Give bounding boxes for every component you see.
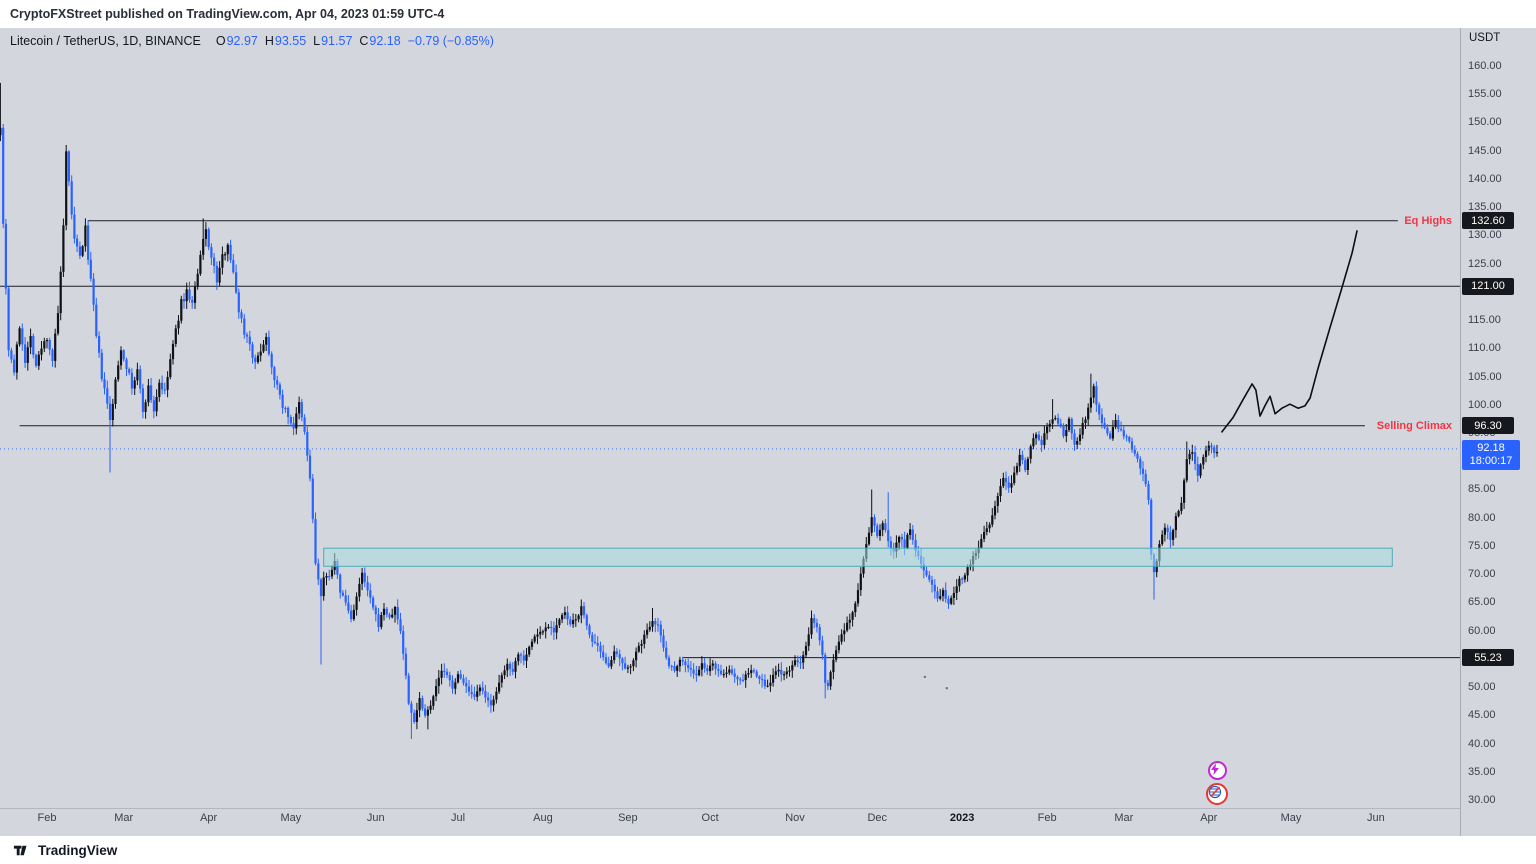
price-tick-label: 45.00	[1468, 709, 1496, 722]
lightning-reaction-icon[interactable]	[1208, 761, 1227, 780]
ohlc-change-value: −0.79 (−0.85%)	[407, 34, 494, 48]
price-tick-label: 65.00	[1468, 596, 1496, 609]
time-tick-label: May	[1280, 812, 1302, 824]
time-tick-label: Nov	[785, 812, 805, 824]
current-price-badge: 92.18 18:00:17	[1462, 439, 1520, 470]
level-annotation-label: Selling Climax	[1376, 419, 1452, 432]
ohlc-high-value: 93.55	[274, 34, 307, 48]
price-tick-label: 135.00	[1468, 201, 1502, 214]
time-tick-label: Mar	[1114, 812, 1134, 824]
time-tick-label: Feb	[1037, 812, 1057, 824]
price-axis[interactable]: USDT 160.00 155.00 150.00 145.00 140.00 135.0…	[1460, 28, 1536, 836]
time-tick-label: Dec	[867, 812, 887, 824]
price-tick-label: 110.00	[1468, 342, 1501, 355]
price-tick-label: 35.00	[1468, 765, 1496, 778]
price-level-badge: 96.30	[1462, 417, 1514, 435]
price-tick-label: 40.00	[1468, 737, 1496, 750]
price-tick-label: 80.00	[1468, 511, 1496, 524]
price-tick-label: 125.00	[1468, 257, 1502, 270]
price-tick-label: 75.00	[1468, 539, 1496, 552]
ohlc-low-label: L	[313, 34, 321, 48]
time-tick-label: Mar	[114, 812, 134, 824]
chart-legend: Litecoin / TetherUS, 1D, BINANCE O 92.97 …	[10, 34, 494, 48]
price-axis-unit: USDT	[1469, 32, 1501, 44]
time-tick-label: Jun	[1367, 812, 1385, 824]
chart-area[interactable]: Litecoin / TetherUS, 1D, BINANCE O 92.97 …	[0, 28, 1460, 836]
price-tick-label: 150.00	[1468, 116, 1502, 129]
price-tick-label: 155.00	[1468, 88, 1502, 101]
time-axis-separator	[0, 808, 1460, 809]
time-tick-label: Jun	[366, 812, 385, 824]
time-tick-label: Jul	[450, 812, 466, 824]
symbol-title: Litecoin / TetherUS, 1D, BINANCE	[10, 34, 201, 48]
ohlc-open-label: O	[215, 34, 226, 48]
footer-bar: TradingView	[0, 836, 1536, 864]
level-annotation-label: Eq Highs	[1404, 214, 1452, 227]
price-level-badge: 121.00	[1462, 277, 1514, 295]
price-tick-label: 30.00	[1468, 794, 1496, 806]
chart-canvas[interactable]	[0, 28, 1460, 836]
time-tick-label: Feb	[37, 812, 57, 824]
attribution-bar: CryptoFXStreet published on TradingView.…	[0, 0, 1536, 28]
time-tick-label: Oct	[701, 812, 719, 824]
price-tick-label: 145.00	[1468, 144, 1502, 157]
time-tick-label: Apr	[1200, 812, 1218, 824]
price-tick-label: 130.00	[1468, 229, 1502, 242]
price-tick-label: 85.00	[1468, 483, 1496, 496]
price-tick-label: 70.00	[1468, 568, 1496, 581]
price-tick-label: 140.00	[1468, 172, 1502, 185]
price-tick-label: 160.00	[1468, 60, 1502, 72]
ohlc-close-value: 92.18	[369, 34, 401, 48]
price-level-badge: 55.23	[1462, 649, 1514, 667]
time-tick-label: Aug	[533, 812, 553, 824]
tradingview-logo-icon[interactable]	[12, 841, 31, 860]
price-level-badge: 132.60	[1462, 212, 1514, 230]
time-tick-label: Sep	[618, 812, 638, 824]
ohlc-low-value: 91.57	[321, 34, 353, 48]
time-tick-label: May	[280, 812, 302, 824]
tradingview-wordmark[interactable]: TradingView	[38, 842, 118, 858]
price-tick-label: 100.00	[1468, 398, 1502, 411]
price-tick-label: 50.00	[1468, 681, 1496, 694]
price-tick-label: 105.00	[1468, 370, 1502, 383]
time-tick-label: 2023	[949, 812, 975, 824]
price-tick-label: 60.00	[1468, 624, 1496, 637]
ohlc-high-label: H	[264, 34, 274, 48]
price-tick-label: 115.00	[1468, 314, 1501, 327]
fxstreet-logo-icon[interactable]	[1206, 783, 1228, 805]
ohlc-close-label: C	[359, 34, 369, 48]
time-tick-label: Apr	[200, 812, 218, 824]
attribution-text: CryptoFXStreet published on TradingView.…	[10, 7, 445, 21]
ohlc-open-value: 92.97	[226, 34, 258, 48]
